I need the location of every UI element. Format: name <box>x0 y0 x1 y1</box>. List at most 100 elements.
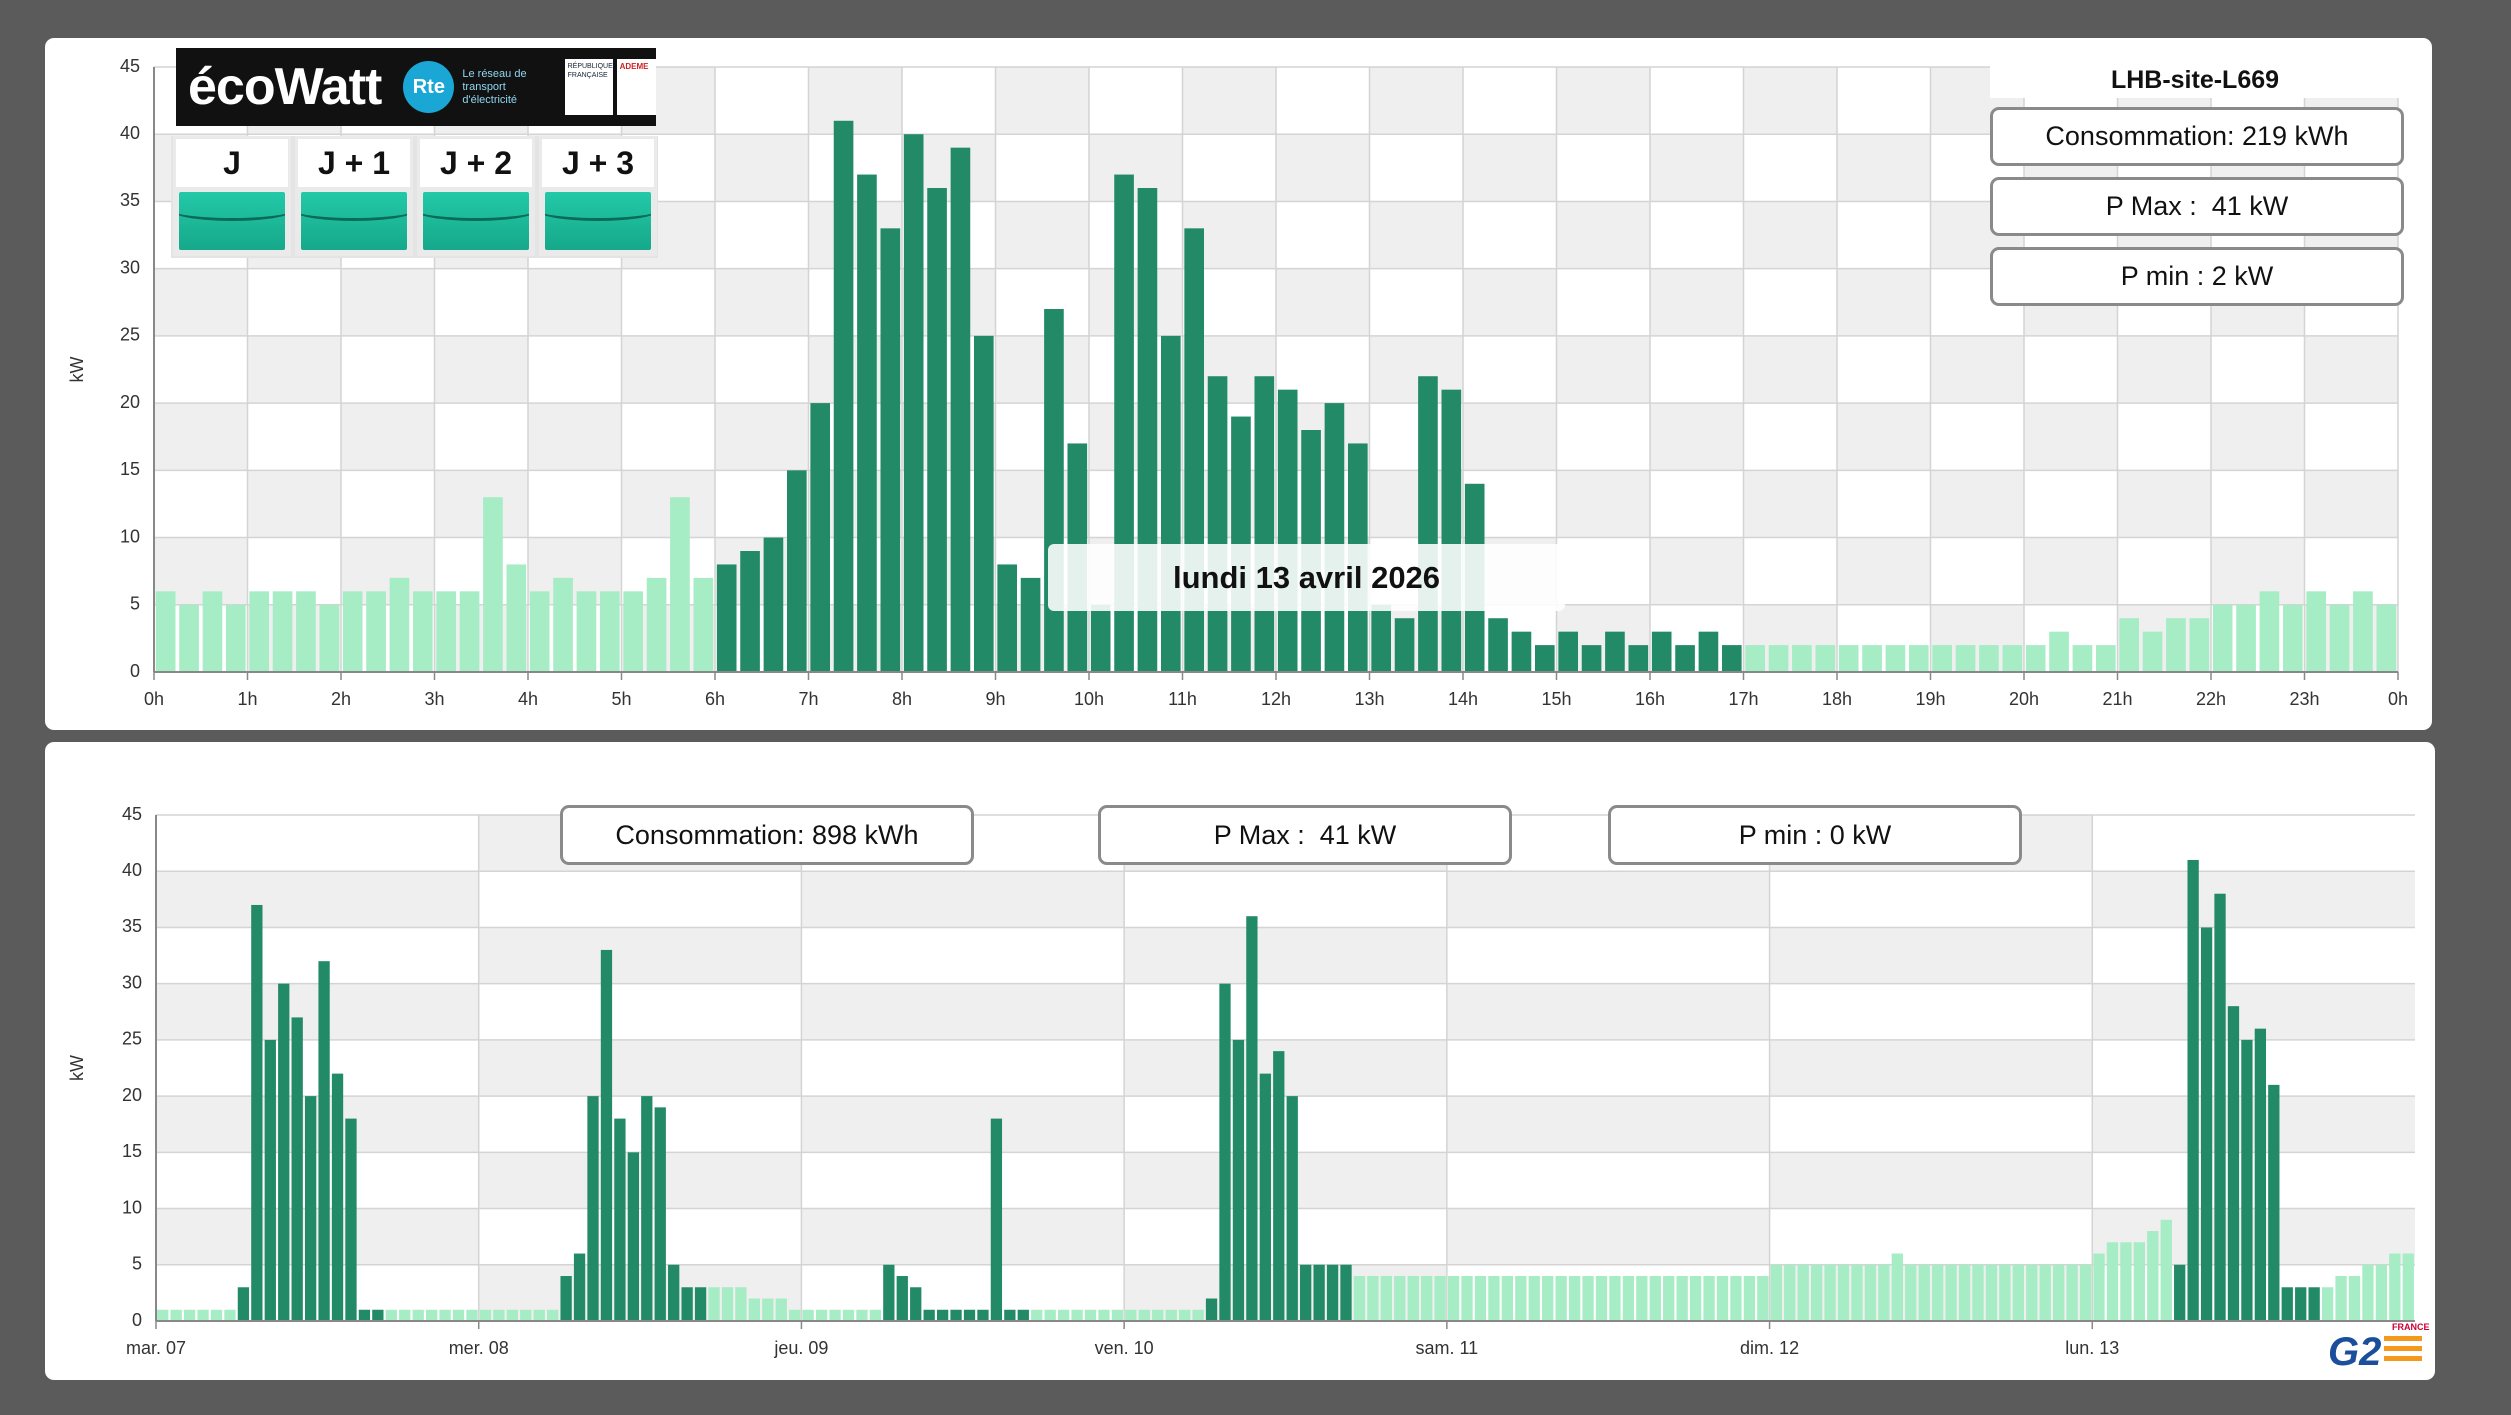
bar <box>762 1298 774 1321</box>
bar <box>977 1309 989 1321</box>
bar <box>802 1309 814 1321</box>
bar <box>2362 1264 2374 1321</box>
bar <box>155 591 176 672</box>
bar <box>2241 1039 2253 1321</box>
bar <box>2120 1242 2132 1321</box>
bar <box>670 497 690 672</box>
tab-label: J + 2 <box>420 139 532 187</box>
bar <box>600 949 613 1321</box>
grid-cell <box>1446 1039 1770 1097</box>
grid-cell <box>715 201 809 269</box>
bar <box>2353 591 2373 672</box>
bar <box>654 1107 666 1321</box>
bar <box>1447 1276 1460 1321</box>
bar <box>2026 1264 2038 1321</box>
bar <box>789 1309 801 1321</box>
bar <box>693 577 714 672</box>
y-axis-label: kW <box>67 1055 87 1081</box>
logo-caption: FRANCE <box>2392 1322 2430 1332</box>
bar <box>936 1309 949 1321</box>
forecast-tab[interactable]: J + 3 <box>539 136 657 256</box>
bar <box>1528 1276 1540 1321</box>
bar <box>183 1309 196 1321</box>
bar <box>623 591 644 672</box>
x-tick-label: 8h <box>892 689 912 709</box>
tab-signal <box>423 192 529 250</box>
bar <box>763 537 784 672</box>
grid-cell <box>1837 470 1931 538</box>
y-tick-label: 40 <box>120 123 140 143</box>
bar <box>1071 1309 1083 1321</box>
bar <box>1955 645 1976 672</box>
bar <box>576 591 597 672</box>
bar <box>668 1264 680 1321</box>
bar <box>1651 631 1672 672</box>
grid-cell <box>341 470 435 538</box>
forecast-tab[interactable]: J <box>173 136 291 256</box>
bar <box>1628 645 1649 672</box>
bar <box>599 591 620 672</box>
bar <box>815 1309 828 1321</box>
x-tick-label: mer. 08 <box>449 1338 509 1358</box>
bar <box>170 1309 182 1321</box>
bar <box>1179 1309 1191 1321</box>
x-tick-label: jeu. 09 <box>773 1338 828 1358</box>
grid-cell <box>1650 67 1744 135</box>
bar <box>950 147 971 672</box>
x-tick-label: 16h <box>1635 689 1665 709</box>
forecast-tab[interactable]: J + 2 <box>417 136 535 256</box>
bar <box>1286 1096 1298 1321</box>
bar <box>1300 1264 1312 1321</box>
bar <box>1090 604 1111 672</box>
bar <box>1743 1276 1756 1321</box>
bar <box>399 1309 411 1321</box>
bar <box>1878 1264 1890 1321</box>
grid-cell <box>621 403 715 471</box>
grid-cell <box>1837 335 1931 404</box>
bar <box>2079 1264 2092 1321</box>
tab-label: J <box>176 139 288 187</box>
bar <box>997 564 1018 672</box>
x-tick-label: 17h <box>1728 689 1758 709</box>
bar <box>1609 1276 1621 1321</box>
y-tick-label: 25 <box>122 1029 142 1049</box>
bar <box>291 1017 303 1321</box>
bar <box>197 1309 209 1321</box>
bar <box>573 1253 586 1321</box>
bar <box>1972 1264 1984 1321</box>
bar <box>1004 1309 1016 1321</box>
grid-cell <box>1089 201 1183 269</box>
bar <box>529 591 550 672</box>
bar <box>1165 1309 1177 1321</box>
bar <box>1979 645 1999 672</box>
bar <box>903 134 924 672</box>
bar <box>1084 1309 1097 1321</box>
bar <box>1254 376 1275 672</box>
bar <box>2012 1264 2024 1321</box>
bar <box>1111 1309 1124 1321</box>
grid-cell <box>1650 470 1744 538</box>
bar <box>857 174 877 673</box>
bar <box>1232 1039 1245 1321</box>
bar <box>1932 645 1953 672</box>
grid-cell <box>2211 470 2305 538</box>
grid-cell <box>2092 927 2415 984</box>
grid-cell <box>2092 1152 2415 1209</box>
grid-cell <box>1463 67 1557 135</box>
x-tick-label: 6h <box>705 689 725 709</box>
bar <box>385 1309 397 1321</box>
bar <box>319 604 340 672</box>
bar <box>1246 916 1258 1321</box>
y-tick-label: 0 <box>132 1310 142 1330</box>
republic: RÉPUBLIQUE FRANÇAISE <box>564 59 613 115</box>
grid-cell <box>801 1039 1125 1097</box>
bar <box>1152 1309 1164 1321</box>
bar <box>1784 1264 1796 1321</box>
y-tick-label: 25 <box>120 325 140 345</box>
bar <box>2308 1287 2320 1321</box>
forecast-tab[interactable]: J + 1 <box>295 136 413 256</box>
bar <box>2375 1264 2388 1321</box>
x-tick-label: 15h <box>1541 689 1571 709</box>
y-tick-label: 15 <box>122 1141 142 1161</box>
bar <box>1622 1276 1635 1321</box>
